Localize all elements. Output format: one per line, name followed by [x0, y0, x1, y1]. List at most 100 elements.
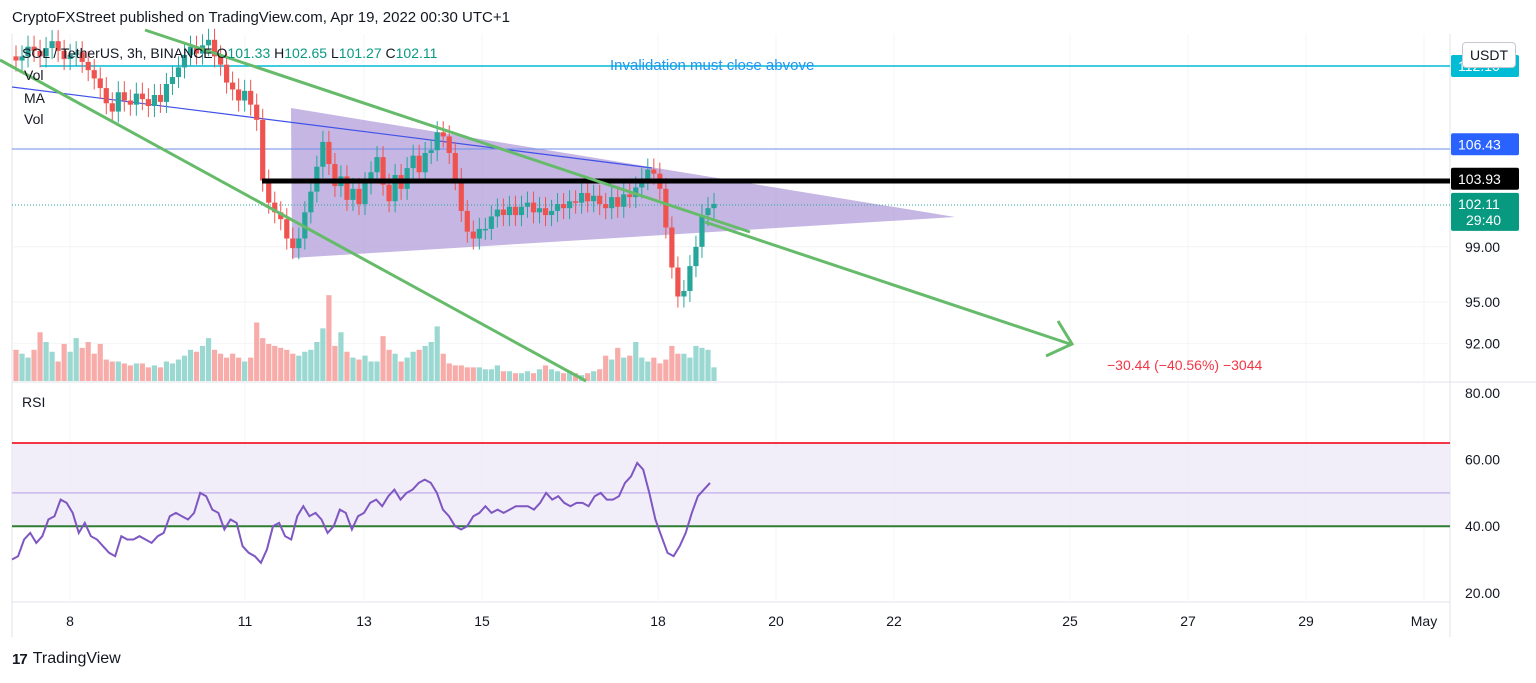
- volume-bar: [254, 322, 260, 381]
- x-tick-label: 25: [1062, 613, 1078, 629]
- x-tick-label: 22: [886, 613, 902, 629]
- volume-bar: [651, 357, 657, 381]
- indicator-ma-label[interactable]: MA: [24, 90, 45, 106]
- candle: [25, 46, 31, 57]
- candle: [169, 77, 176, 84]
- volume-bar: [609, 359, 615, 381]
- footer-brand[interactable]: 17 TradingView: [12, 650, 121, 668]
- candle: [224, 64, 230, 83]
- candle: [428, 150, 434, 153]
- volume-bar: [597, 369, 603, 381]
- volume-bar: [633, 342, 639, 381]
- volume-bar: [542, 365, 549, 381]
- volume-bar: [19, 353, 25, 381]
- close-label: C: [385, 45, 396, 61]
- volume-bar: [85, 342, 91, 381]
- volume-bar: [163, 361, 170, 381]
- candle: [464, 210, 470, 232]
- candle: [554, 204, 561, 211]
- candle: [663, 188, 669, 228]
- publisher-header: CryptoFXStreet published on TradingView.…: [12, 9, 510, 26]
- candle: [163, 83, 170, 102]
- candle: [85, 61, 91, 71]
- candle: [488, 216, 494, 229]
- volume-bar: [663, 359, 669, 381]
- measure-label[interactable]: −30.44 (−40.56%) −3044: [1107, 357, 1263, 373]
- candle: [115, 92, 121, 112]
- candle: [79, 52, 85, 62]
- candle: [585, 192, 591, 202]
- rsi-tick-label: 60.00: [1465, 452, 1500, 468]
- price-badge-countdown: 29:40: [1466, 212, 1501, 228]
- volume-bar: [645, 361, 651, 381]
- candle: [211, 39, 218, 57]
- candle: [242, 90, 248, 101]
- low-label: L: [330, 45, 339, 61]
- indicator-vol-label[interactable]: Vol: [24, 67, 44, 83]
- price-badge-label: 103.93: [1458, 171, 1501, 187]
- volume-bar: [224, 357, 230, 381]
- volume-bar: [380, 336, 386, 381]
- volume-bar: [560, 373, 567, 381]
- volume-bar: [711, 367, 717, 381]
- volume-bar: [115, 361, 121, 381]
- high-label: H: [274, 45, 285, 61]
- candle: [669, 227, 675, 268]
- volume-bar: [506, 371, 513, 381]
- rsi-label[interactable]: RSI: [22, 394, 46, 410]
- volume-bar: [518, 373, 525, 381]
- candle: [91, 70, 97, 79]
- candle: [446, 136, 452, 153]
- volume-bar: [79, 347, 85, 381]
- candle: [326, 141, 332, 164]
- volume-bar: [639, 357, 645, 381]
- volume-bar: [669, 345, 675, 381]
- candle: [675, 267, 681, 297]
- volume-bar: [211, 349, 218, 381]
- invalidation-annotation[interactable]: Invalidation must close abvove: [610, 57, 815, 74]
- volume-bar: [554, 371, 561, 381]
- volume-bar: [326, 295, 332, 381]
- currency-button[interactable]: USDT: [1462, 42, 1516, 68]
- volume-bar: [205, 338, 212, 381]
- volume-bar: [386, 349, 392, 381]
- candle: [374, 157, 380, 173]
- ohlc-legend: SOL / TetherUS, 3h, BINANCE O101.33 H102…: [22, 45, 437, 61]
- x-tick-label: 13: [356, 613, 372, 629]
- candle: [711, 203, 717, 209]
- candle: [19, 56, 25, 61]
- open-label: O: [216, 45, 228, 61]
- volume-bar: [193, 351, 200, 381]
- candle: [699, 215, 705, 247]
- candle: [260, 119, 266, 181]
- candle: [133, 93, 139, 105]
- candle: [482, 228, 488, 231]
- volume-bar: [422, 345, 428, 381]
- symbol-label[interactable]: SOL / TetherUS, 3h, BINANCE: [22, 45, 213, 61]
- indicator-vol2-label[interactable]: Vol: [24, 111, 44, 127]
- candle: [356, 188, 362, 205]
- volume-bar: [627, 355, 633, 381]
- volume-bar: [621, 357, 627, 381]
- candle: [43, 48, 49, 57]
- candle: [591, 195, 597, 202]
- volume-bar: [470, 367, 476, 381]
- candle: [573, 201, 579, 203]
- volume-bar: [37, 332, 43, 381]
- candle: [440, 132, 446, 137]
- volume-bar: [440, 353, 446, 381]
- volume-bar: [398, 361, 404, 381]
- volume-bar: [67, 351, 73, 381]
- candle: [542, 208, 549, 216]
- volume-bar: [566, 371, 573, 381]
- volume-bar: [699, 347, 705, 381]
- price-badge: [1451, 192, 1519, 231]
- volume-bar: [308, 349, 314, 381]
- candle: [236, 89, 242, 101]
- upper-trendline: [144, 28, 751, 234]
- candle: [506, 206, 513, 216]
- lower-trendline: [0, 58, 587, 383]
- volume-bar: [434, 326, 440, 381]
- price-tick-label: 95.00: [1465, 294, 1500, 310]
